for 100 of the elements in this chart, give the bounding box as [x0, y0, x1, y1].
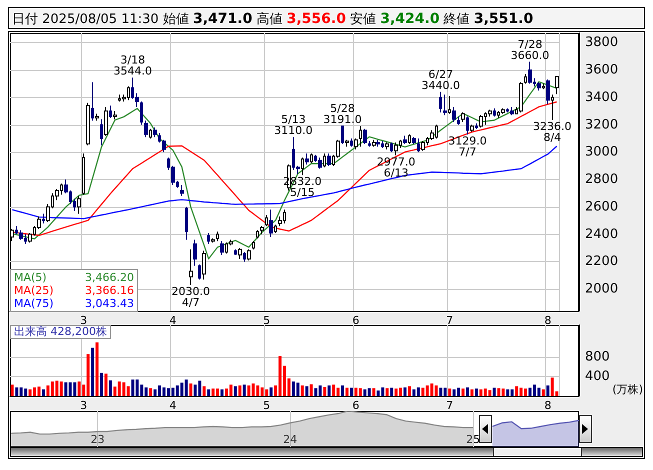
- annotation: 2030.0 4/7: [172, 284, 210, 309]
- bar: [358, 388, 362, 396]
- candlestick: [443, 94, 447, 116]
- bar: [394, 388, 398, 396]
- bar: [462, 388, 465, 396]
- bar: [252, 383, 255, 396]
- x-tick-label: 24: [283, 433, 298, 446]
- candlestick: [220, 240, 224, 256]
- candlestick: [247, 248, 251, 261]
- bar: [372, 388, 376, 396]
- annotation: 5/13 3110.0: [274, 113, 313, 138]
- chart-title: 出来高 428,200株: [10, 325, 111, 339]
- candlestick: [439, 91, 442, 113]
- candlestick: [354, 138, 358, 150]
- chart-title: 日付 2025/08/05 11:30 始値 3,471.0 高値 3,556.0 安値 3,424.0 終値 3,551.0: [12, 11, 534, 27]
- bar: [390, 388, 394, 396]
- candlestick: [189, 248, 193, 286]
- candlestick: [528, 61, 532, 84]
- bar: [194, 384, 197, 396]
- x-tick-label: 6: [352, 399, 360, 412]
- candlestick: [193, 239, 197, 266]
- bar: [408, 386, 411, 396]
- candlestick: [475, 122, 478, 130]
- bar: [497, 388, 500, 396]
- candlestick: [448, 95, 451, 114]
- candlestick: [252, 240, 255, 250]
- bar: [386, 388, 389, 396]
- candlestick: [140, 100, 143, 126]
- x-tick-label: 8: [544, 399, 552, 412]
- candlestick: [207, 232, 210, 244]
- bar: [207, 389, 210, 396]
- candlestick: [350, 138, 353, 148]
- candlestick: [265, 214, 268, 227]
- bar: [212, 388, 215, 396]
- bar: [546, 385, 550, 396]
- candlestick: [510, 106, 514, 116]
- candlestick: [310, 153, 313, 164]
- y-tick-label: 2200: [585, 254, 618, 270]
- x-tick-label: 6: [352, 314, 360, 327]
- bar: [60, 382, 63, 396]
- bar: [189, 383, 192, 396]
- candlestick: [198, 264, 201, 280]
- candlestick: [403, 135, 407, 144]
- y-tick-label: 3400: [585, 90, 618, 105]
- candlestick: [345, 139, 349, 148]
- candlestick: [417, 138, 420, 153]
- bar: [314, 388, 318, 396]
- candlestick: [144, 120, 148, 138]
- bar: [466, 387, 469, 396]
- annotation: 3,043.43: [84, 297, 134, 310]
- bar: [234, 386, 237, 396]
- y-tick-label: 400: [585, 368, 610, 384]
- annotation: 6/27 3440.0: [421, 68, 460, 92]
- candlestick: [269, 209, 273, 238]
- bar: [10, 384, 14, 396]
- bar: [42, 389, 45, 396]
- y-tick-label: 2800: [585, 172, 618, 188]
- candlestick: [470, 124, 474, 132]
- candlestick: [216, 231, 219, 242]
- y-tick-label: 3600: [585, 62, 618, 78]
- bar: [270, 387, 273, 396]
- candlestick: [457, 116, 460, 126]
- bar: [345, 388, 348, 396]
- annotation: 3,366.16: [84, 284, 134, 297]
- bar: [310, 384, 313, 396]
- x-tick-label: 3: [80, 399, 88, 412]
- annotation: 3236.0 8/4: [533, 120, 572, 144]
- bar: [416, 387, 420, 396]
- annotation: 3/18 3544.0: [113, 54, 152, 78]
- candlestick: [390, 142, 393, 153]
- bar: [78, 382, 81, 396]
- bar: [323, 386, 326, 396]
- bar: [73, 382, 76, 396]
- y-tick-label: 2000: [585, 282, 618, 297]
- candlestick: [113, 110, 117, 120]
- x-tick-label: 4: [169, 399, 176, 412]
- bar: [492, 388, 496, 396]
- bar: [474, 388, 478, 396]
- bar: [434, 385, 438, 396]
- y-tick-label: 800: [585, 349, 610, 364]
- bar: [448, 388, 452, 396]
- x-tick-label: 5: [263, 314, 270, 327]
- bar: [108, 380, 112, 396]
- candlestick: [153, 126, 157, 138]
- candlestick: [493, 108, 496, 118]
- x-tick-label: 5: [263, 399, 270, 412]
- annotation: 3,466.20: [84, 271, 134, 284]
- candlestick: [185, 206, 188, 240]
- candlestick: [327, 153, 331, 166]
- x-tick-label: 4: [169, 314, 176, 327]
- bar: [328, 385, 331, 396]
- candlestick: [274, 224, 277, 234]
- bar: [68, 382, 72, 396]
- candlestick: [149, 128, 152, 139]
- candlestick: [109, 105, 112, 118]
- text: MA(5): [14, 271, 48, 284]
- candlestick: [479, 114, 483, 128]
- y-tick-label: 3200: [585, 117, 618, 132]
- bar: [15, 387, 18, 396]
- candlestick: [412, 136, 416, 144]
